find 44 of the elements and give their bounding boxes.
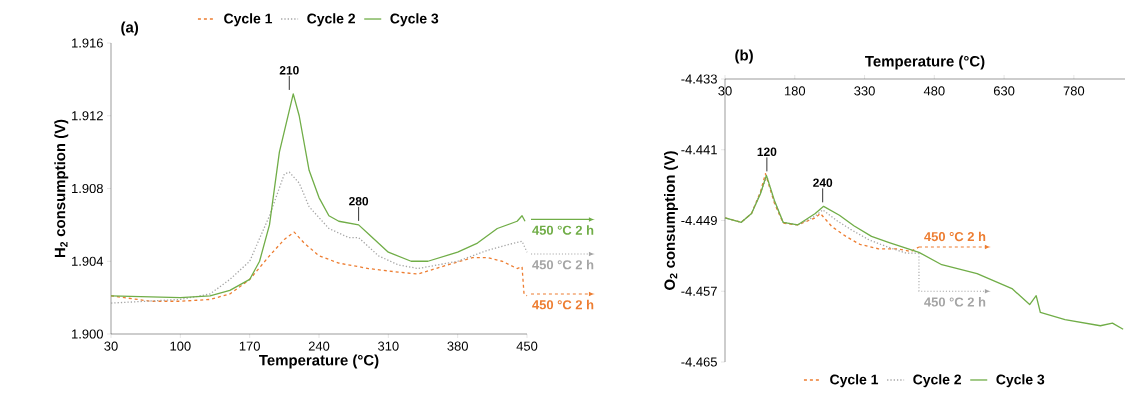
y-tick-label: 1.900	[72, 329, 103, 339]
x-tick-label: 180	[784, 86, 806, 96]
x-tick-label: 780	[1063, 86, 1085, 96]
annotation: 450 °C 2 h	[532, 259, 594, 270]
legend-label: Cycle 1	[830, 374, 879, 388]
y-tick-label: 1.916	[72, 38, 103, 48]
y-tick-label: 1.908	[72, 183, 103, 194]
y-axis-title: H$_{2}$ consumption (V)	[54, 119, 69, 258]
x-tick-label: 240	[308, 341, 330, 351]
x-tick-label: 330	[854, 86, 875, 96]
legend-label: Cycle 2	[913, 374, 962, 388]
y-tick-label: -4.457	[681, 286, 717, 296]
annotation: 450 °C 2 h	[924, 297, 986, 307]
x-tick-label: 170	[239, 341, 260, 351]
y-tick-label: 1.904	[72, 256, 104, 266]
x-axis-title: Temperature (°C)	[259, 354, 379, 369]
chart-title: (b)	[735, 49, 753, 64]
legend-label: Cycle 3	[996, 374, 1045, 388]
x-tick-label: 380	[447, 341, 468, 351]
x-tick-label: 310	[378, 341, 399, 351]
annotation: 120	[757, 147, 777, 156]
annotation: 210	[279, 66, 299, 75]
x-tick-label: 30	[104, 341, 118, 351]
y-tick-label: -4.465	[681, 357, 717, 367]
y-tick-label: -4.441	[681, 145, 717, 155]
x-tick-label: 30	[718, 86, 732, 96]
x-tick-label: 450	[516, 341, 538, 351]
y-tick-label: -4.449	[681, 215, 717, 226]
legend-label: Cycle 3	[390, 13, 439, 27]
chart-title: (a)	[121, 21, 139, 36]
x-axis-title: Temperature (°C)	[865, 55, 985, 70]
y-tick-label: -4.433	[681, 74, 717, 84]
y-axis-title: O$_{2}$ consumption (V)	[664, 151, 678, 290]
x-tick-label: 100	[170, 341, 191, 351]
x-tick-label: 480	[923, 86, 945, 96]
legend-label: Cycle 1	[224, 13, 273, 27]
x-tick-label: 630	[993, 86, 1015, 96]
annotation: 280	[349, 197, 369, 206]
y-tick-label: 1.912	[72, 111, 103, 121]
annotation: 240	[813, 178, 833, 187]
legend-label: Cycle 2	[307, 13, 356, 27]
annotation: 450 °C 2 h	[532, 299, 594, 310]
annotation: 450 °C 2 h	[532, 225, 594, 235]
annotation: 450 °C 2 h	[924, 231, 986, 242]
